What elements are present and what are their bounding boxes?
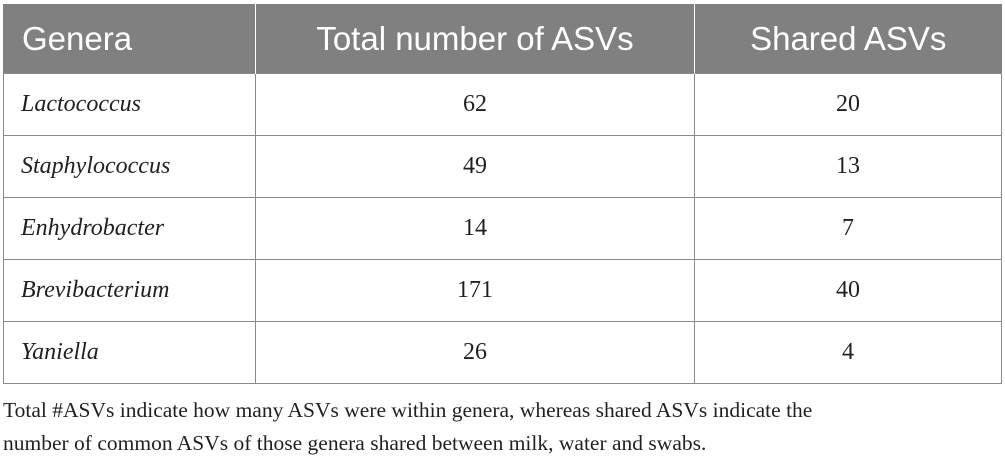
shared-asvs-cell: 4 [694,321,1002,384]
genus-cell: Lactococcus [3,73,256,136]
total-asvs-cell: 49 [255,135,695,198]
genus-cell: Enhydrobacter [3,197,256,260]
shared-asvs-cell: 7 [694,197,1002,260]
table-body: Lactococcus 62 20 Staphylococcus 49 13 E… [3,73,1002,384]
table-header: Genera Total number of ASVs Shared ASVs [3,4,1002,74]
shared-asvs-cell: 20 [694,73,1002,136]
table-row: Enhydrobacter 14 7 [3,197,1002,260]
table-footnote: Total #ASVs indicate how many ASVs were … [3,394,1003,460]
genus-cell: Brevibacterium [3,259,256,322]
header-shared-asvs: Shared ASVs [694,4,1002,74]
total-asvs-cell: 171 [255,259,695,322]
header-row: Genera Total number of ASVs Shared ASVs [3,4,1002,74]
shared-asvs-cell: 40 [694,259,1002,322]
shared-asvs-cell: 13 [694,135,1002,198]
total-asvs-cell: 62 [255,73,695,136]
total-asvs-cell: 26 [255,321,695,384]
genera-table: Genera Total number of ASVs Shared ASVs … [3,4,1002,384]
table-row: Lactococcus 62 20 [3,73,1002,136]
genus-cell: Yaniella [3,321,256,384]
header-genera: Genera [3,4,256,74]
footnote-line-1: Total #ASVs indicate how many ASVs were … [3,398,813,422]
table-row: Staphylococcus 49 13 [3,135,1002,198]
total-asvs-cell: 14 [255,197,695,260]
table-row: Yaniella 26 4 [3,321,1002,384]
footnote-line-2: number of common ASVs of those genera sh… [3,431,707,455]
header-total-asvs: Total number of ASVs [255,4,695,74]
genus-cell: Staphylococcus [3,135,256,198]
table-row: Brevibacterium 171 40 [3,259,1002,322]
